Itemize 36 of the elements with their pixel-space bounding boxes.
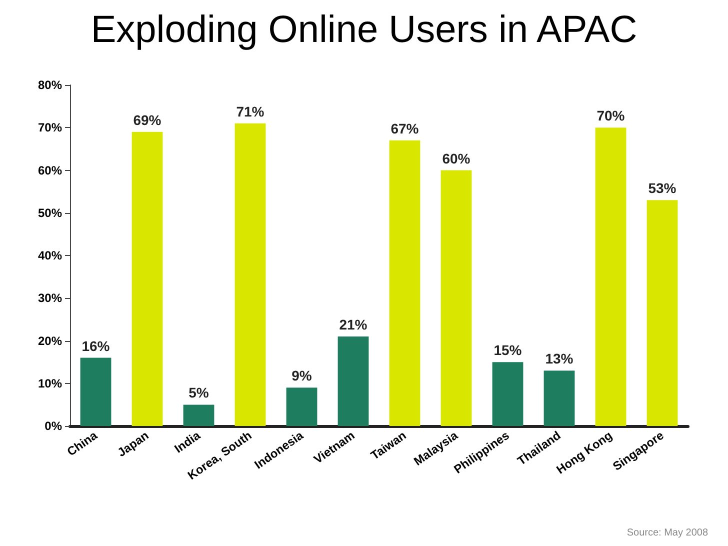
bar: [595, 128, 626, 426]
bar: [646, 200, 678, 426]
bar: [234, 123, 266, 426]
y-tick-label: 40%: [38, 248, 62, 262]
data-label: 5%: [188, 384, 210, 401]
y-tick-label: 70%: [38, 120, 62, 135]
data-label: 15%: [494, 342, 522, 358]
data-label: 67%: [390, 120, 420, 136]
data-label: 70%: [596, 108, 626, 124]
data-label: 16%: [82, 338, 110, 354]
y-tick-label: 50%: [38, 206, 62, 220]
data-label: 69%: [133, 112, 162, 128]
x-tick-label: India: [172, 428, 204, 456]
y-tick-label: 60%: [38, 163, 62, 178]
data-label: 71%: [236, 103, 265, 120]
y-tick-label: 0%: [44, 419, 62, 433]
bar: [338, 336, 369, 426]
chart-title: Exploding Online Users in APAC: [90, 9, 638, 51]
y-tick-label: 20%: [38, 334, 62, 348]
bar: [80, 358, 112, 426]
bar: [544, 370, 575, 426]
bar: [440, 170, 472, 426]
data-label: 53%: [648, 180, 677, 196]
data-label: 21%: [339, 316, 368, 332]
y-tick-label: 30%: [38, 291, 62, 306]
y-tick-label: 10%: [38, 376, 62, 390]
bar: [286, 388, 318, 426]
data-label: 13%: [545, 350, 574, 367]
data-label: 9%: [292, 368, 312, 384]
bar: [132, 132, 163, 426]
bar: [389, 140, 420, 426]
bar: [183, 404, 214, 426]
data-label: 60%: [442, 150, 471, 166]
bar: [492, 362, 524, 426]
y-tick-label: 80%: [38, 78, 62, 92]
source-note: Source: May 2008: [626, 528, 708, 538]
